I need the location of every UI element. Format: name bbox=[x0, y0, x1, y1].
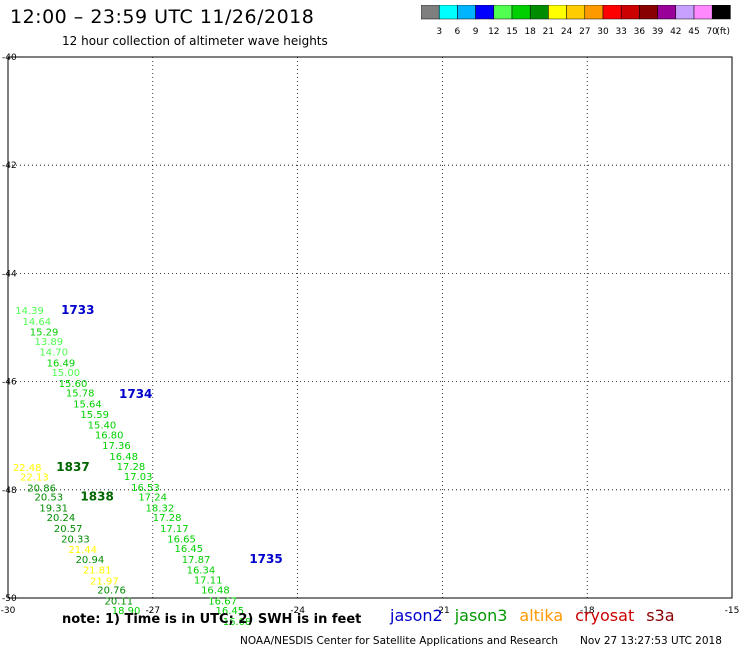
y-tick-label: -40 bbox=[2, 53, 17, 63]
wave-height-label: 16.45 bbox=[216, 606, 245, 617]
legend-tick-label: 18 bbox=[524, 27, 536, 37]
y-tick-label: -46 bbox=[2, 378, 17, 388]
wave-height-label: 15.29 bbox=[30, 328, 59, 339]
chart-title: 12:00 – 23:59 UTC 11/26/2018 bbox=[10, 6, 315, 28]
satellite-legend-cryosat: cryosat bbox=[575, 606, 635, 625]
legend-tick-label: 33 bbox=[615, 27, 627, 37]
wave-height-label: 16.48 bbox=[109, 452, 138, 463]
y-tick-label: -48 bbox=[2, 486, 17, 496]
wave-height-label: 20.24 bbox=[47, 513, 76, 524]
color-legend: 3 6 9 12 15 18 21 24 27 30 33 36 39 42 45 70 (ft) bbox=[420, 4, 740, 45]
plot-frame bbox=[7, 56, 733, 599]
wave-height-label: 16.65 bbox=[167, 534, 196, 545]
legend-tick-label: 30 bbox=[597, 27, 609, 37]
wave-height-label: 15.64 bbox=[73, 400, 102, 411]
x-tick-label: -24 bbox=[290, 606, 305, 616]
legend-tick-label: 15 bbox=[506, 27, 518, 37]
wave-height-label: 16.48 bbox=[201, 586, 230, 597]
legend-tick-label: 6 bbox=[454, 27, 461, 37]
legend-tick-label: 70 bbox=[706, 27, 718, 37]
satellite-legend-jason2: jason2 bbox=[390, 606, 443, 625]
pass-time-label: 1837 bbox=[56, 460, 89, 474]
pass-time-label: 1734 bbox=[119, 387, 152, 401]
wave-height-label: 16.80 bbox=[95, 430, 124, 441]
footer-credit: NOAA/NESDIS Center for Satellite Applica… bbox=[240, 635, 558, 647]
legend-tick-label: 39 bbox=[651, 27, 664, 37]
y-tick-label: -50 bbox=[2, 594, 17, 604]
x-tick-label: -30 bbox=[1, 606, 16, 616]
wave-height-label: 18.32 bbox=[146, 503, 175, 514]
wave-height-label: 20.76 bbox=[97, 586, 126, 597]
wave-height-label: 15.60 bbox=[59, 379, 88, 390]
legend-tick-label: 9 bbox=[472, 27, 479, 37]
legend-unit: (ft) bbox=[716, 27, 730, 37]
wave-height-label: 13.89 bbox=[35, 337, 64, 348]
wave-height-label: 17.28 bbox=[117, 462, 146, 473]
y-tick-label: -42 bbox=[2, 161, 17, 171]
wave-height-label: 18.90 bbox=[112, 606, 141, 617]
wave-height-label: 17.87 bbox=[182, 555, 211, 566]
pass-time-label: 1733 bbox=[61, 303, 94, 317]
wave-height-label: 16.49 bbox=[47, 358, 76, 369]
legend-tick-label: 27 bbox=[579, 27, 591, 37]
legend-tick-label: 21 bbox=[542, 27, 555, 37]
wave-height-label: 15.00 bbox=[51, 368, 80, 379]
wave-height-label: 22.48 bbox=[13, 463, 42, 474]
x-tick-label: -15 bbox=[725, 606, 740, 616]
wave-height-label: 14.70 bbox=[39, 348, 68, 359]
footer-timestamp: Nov 27 13:27:53 UTC 2018 bbox=[580, 635, 722, 647]
wave-height-label: 14.64 bbox=[22, 317, 51, 328]
wave-height-label: 21.81 bbox=[83, 566, 112, 577]
wave-height-label: 20.33 bbox=[61, 534, 90, 545]
legend-tick-label: 24 bbox=[560, 27, 573, 37]
satellite-legend-jason3: jason3 bbox=[454, 606, 508, 625]
wave-height-label: 20.11 bbox=[105, 596, 134, 607]
y-tick-label: -44 bbox=[2, 269, 17, 279]
wave-height-label: 15.59 bbox=[80, 410, 109, 421]
wave-height-label: 16.08 bbox=[223, 617, 252, 628]
legend-tick-label: 42 bbox=[670, 27, 682, 37]
wave-height-label: 20.53 bbox=[35, 493, 64, 504]
legend-tick-label: 45 bbox=[688, 27, 700, 37]
wave-height-label: 17.17 bbox=[160, 524, 189, 535]
wave-height-label: 15.78 bbox=[66, 389, 95, 400]
wave-height-label: 20.57 bbox=[54, 524, 83, 535]
wave-height-label: 16.67 bbox=[208, 596, 237, 607]
x-tick-label: -21 bbox=[435, 606, 450, 616]
pass-time-label: 1838 bbox=[80, 490, 113, 504]
wave-height-label: 15.40 bbox=[88, 421, 117, 432]
satellite-legend-altika: altika bbox=[519, 606, 564, 625]
wave-height-label: 17.36 bbox=[102, 441, 131, 452]
wave-height-label: 16.45 bbox=[175, 544, 204, 555]
satellite-legend: jason2 jason3 altika cryosat s3a bbox=[390, 606, 687, 625]
wave-height-label: 17.03 bbox=[124, 472, 153, 483]
wave-height-label: 16.53 bbox=[131, 483, 160, 494]
chart-subtitle: 12 hour collection of altimeter wave hei… bbox=[62, 34, 328, 48]
wave-height-label: 20.86 bbox=[27, 483, 56, 494]
wave-height-label: 22.13 bbox=[20, 473, 49, 484]
footer-note: note: 1) Time is in UTC; 2) SWH is in fe… bbox=[62, 612, 362, 627]
wave-height-label: 17.28 bbox=[153, 513, 182, 524]
color-legend-swatches bbox=[420, 4, 731, 20]
satellite-legend-s3a: s3a bbox=[646, 606, 675, 625]
wave-height-label: 14.39 bbox=[15, 306, 44, 317]
x-tick-label: -27 bbox=[145, 606, 160, 616]
wave-height-label: 21.44 bbox=[68, 545, 97, 556]
legend-tick-label: 36 bbox=[633, 27, 646, 37]
wave-height-label: 19.31 bbox=[39, 503, 68, 514]
wave-height-label: 17.24 bbox=[138, 493, 167, 504]
x-tick-label: -18 bbox=[580, 606, 595, 616]
wave-height-label: 21.97 bbox=[90, 576, 119, 587]
legend-tick-label: 3 bbox=[436, 27, 443, 37]
legend-swatch bbox=[711, 4, 731, 20]
legend-tick-label: 12 bbox=[488, 27, 500, 37]
pass-time-label: 1735 bbox=[249, 552, 282, 566]
wave-height-label: 20.94 bbox=[76, 555, 105, 566]
wave-height-label: 17.11 bbox=[194, 575, 223, 586]
wave-height-label: 16.34 bbox=[187, 566, 216, 577]
